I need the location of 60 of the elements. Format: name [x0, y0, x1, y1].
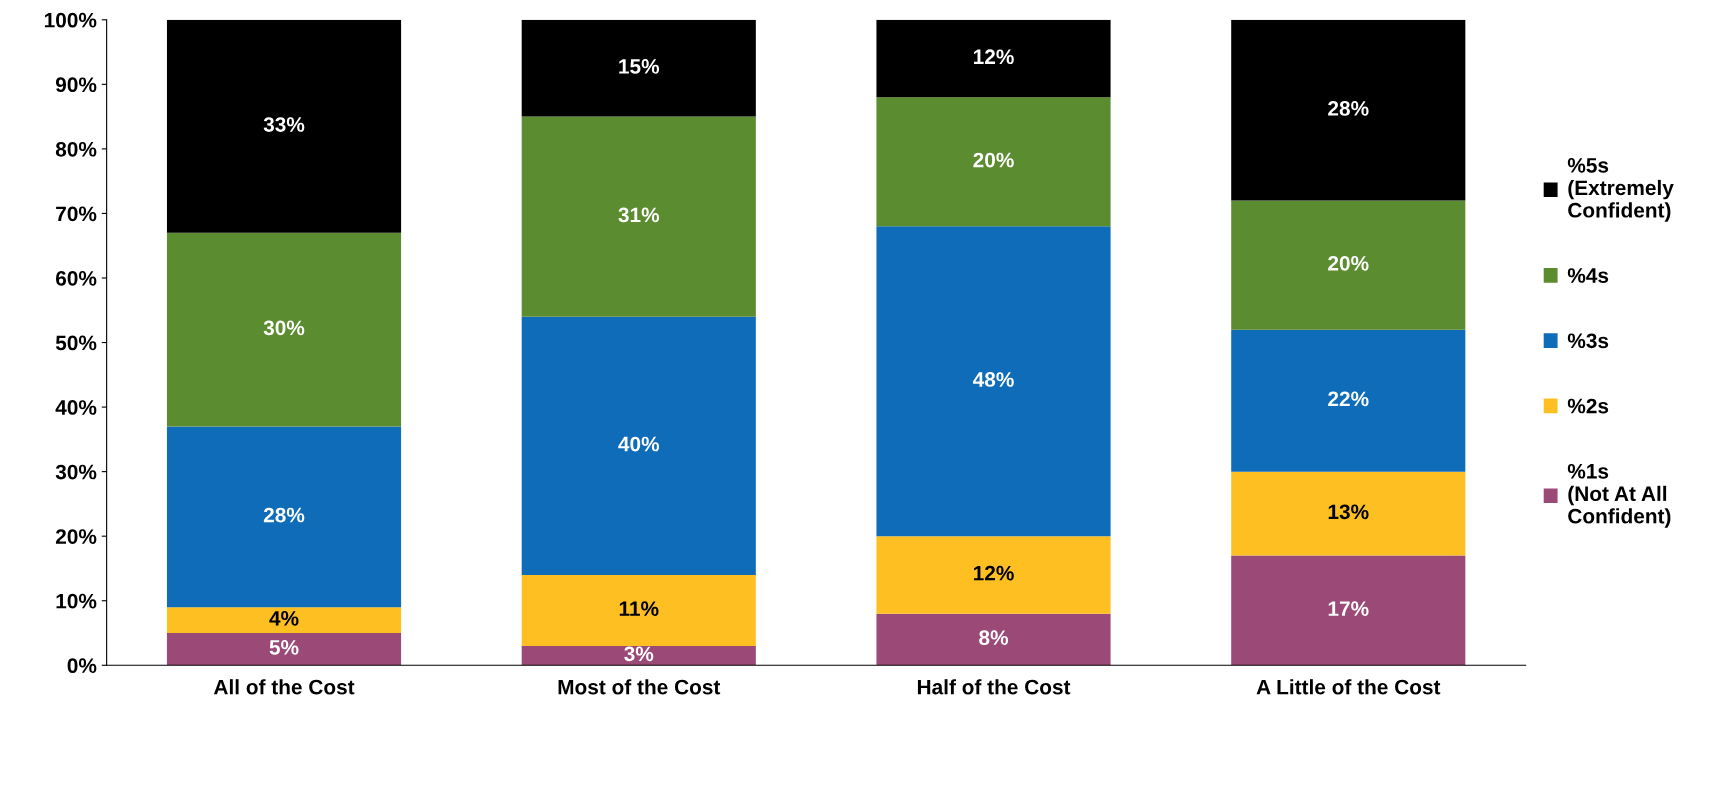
data-label: 4%: [269, 610, 299, 626]
bar: [1231, 471, 1466, 556]
data-label: 15%: [619, 59, 660, 74]
bar: [166, 633, 402, 666]
data-label: 48%: [972, 372, 1014, 387]
legend-label: %1s (Not At All Confident): [1567, 463, 1671, 528]
legend-label: %2s: [1567, 398, 1609, 414]
x-tick-label: A Little of the Cost: [1256, 679, 1441, 695]
y-tick-label: 70%: [56, 206, 97, 222]
bar: [876, 19, 1111, 98]
data-label: 28%: [263, 507, 305, 523]
data-label: 13%: [1328, 504, 1369, 520]
data-label: 11%: [619, 601, 659, 616]
bar: [521, 19, 756, 117]
bar: [876, 536, 1111, 614]
data-label: 22%: [1328, 391, 1369, 407]
data-label: 20%: [973, 152, 1014, 168]
bar: [1231, 329, 1466, 472]
y-tick-label: 30%: [55, 464, 97, 480]
bar: [166, 232, 402, 427]
bar: [166, 607, 402, 634]
data-label: 17%: [1328, 601, 1369, 616]
bar: [1231, 200, 1466, 330]
y-tick-label: 90%: [55, 77, 97, 93]
data-label: 33%: [263, 117, 305, 132]
bar: [521, 645, 756, 666]
bar: [521, 116, 756, 317]
data-label: 5%: [269, 640, 299, 655]
legend-label: %4s: [1567, 268, 1609, 283]
y-tick-label: 10%: [56, 593, 97, 609]
legend-label: %5s (Extremely Confident): [1567, 158, 1674, 222]
data-label: 30%: [263, 320, 305, 336]
y-tick-label: 100%: [44, 12, 97, 28]
data-label: 12%: [973, 49, 1014, 65]
bar: [166, 19, 402, 233]
data-label: 8%: [979, 630, 1009, 646]
bar: [1231, 19, 1466, 201]
y-tick-label: 80%: [55, 141, 97, 157]
y-tick-label: 50%: [55, 335, 97, 351]
data-label: 28%: [1328, 101, 1369, 116]
y-tick-label: 0%: [67, 658, 97, 674]
data-label: 31%: [618, 207, 660, 223]
bar: [876, 97, 1111, 227]
y-tick-label: 20%: [55, 529, 97, 544]
bar: [166, 426, 402, 608]
y-tick-label: 60%: [55, 270, 97, 286]
data-label: 20%: [1328, 255, 1369, 271]
bar: [1231, 555, 1466, 666]
data-label: 40%: [618, 436, 660, 452]
x-tick-label: All of the Cost: [213, 679, 355, 695]
x-tick-label: Half of the Cost: [917, 679, 1071, 695]
bar: [521, 316, 756, 575]
legend-label: %3s: [1567, 333, 1609, 349]
y-tick-label: 40%: [55, 400, 97, 415]
bar: [876, 226, 1111, 537]
x-tick-label: Most of the Cost: [558, 679, 721, 695]
bar: [521, 574, 756, 646]
data-label: 3%: [624, 646, 654, 662]
data-label: 12%: [973, 565, 1014, 581]
bar: [876, 613, 1111, 666]
